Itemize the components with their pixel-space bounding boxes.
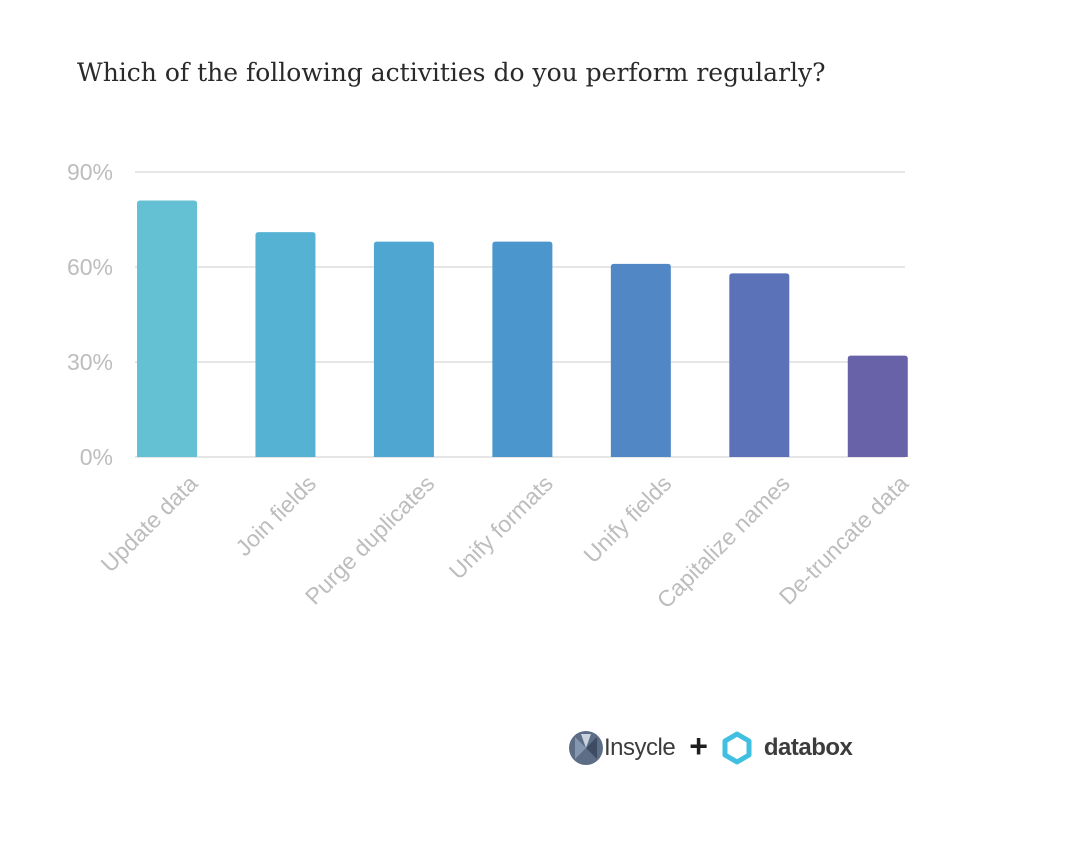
- insycle-logo-icon: [569, 731, 603, 765]
- databox-logo: databox: [720, 731, 853, 765]
- brand-logos: Insycle + databox: [568, 727, 853, 768]
- x-tick-label: Unify fields: [578, 470, 676, 568]
- plus-sign: +: [689, 727, 708, 764]
- y-tick-label: 90%: [67, 159, 113, 185]
- y-tick-label: 60%: [67, 254, 113, 280]
- bar-chart: 0% 30% 60% 90% Update data Join fieldsPurge …: [67, 159, 914, 613]
- insycle-logo-text: Insycle: [604, 734, 676, 761]
- bar: [729, 273, 790, 457]
- x-tick-label: Join fields: [230, 470, 321, 561]
- bar: [492, 241, 553, 457]
- x-tick-label: De-truncate data: [774, 470, 914, 610]
- bar: [255, 232, 316, 457]
- databox-logo-text: databox: [763, 734, 853, 761]
- insycle-logo: Insycle: [568, 730, 676, 766]
- chart-title: Which of the following activities do you…: [77, 58, 826, 87]
- y-tick-label: 0%: [80, 444, 113, 470]
- databox-logo-icon: [722, 731, 752, 765]
- y-axis-ticks: 0% 30% 60% 90%: [67, 159, 113, 470]
- bar: [847, 355, 908, 457]
- bar: [373, 241, 434, 457]
- y-tick-label: 30%: [67, 349, 113, 375]
- x-tick-label: Unify formats: [444, 470, 558, 584]
- x-tick-label: Purge duplicates: [300, 470, 440, 610]
- bars: [137, 200, 908, 457]
- x-tick-label: Update data: [96, 470, 203, 577]
- bar: [137, 200, 197, 457]
- bar: [610, 263, 671, 457]
